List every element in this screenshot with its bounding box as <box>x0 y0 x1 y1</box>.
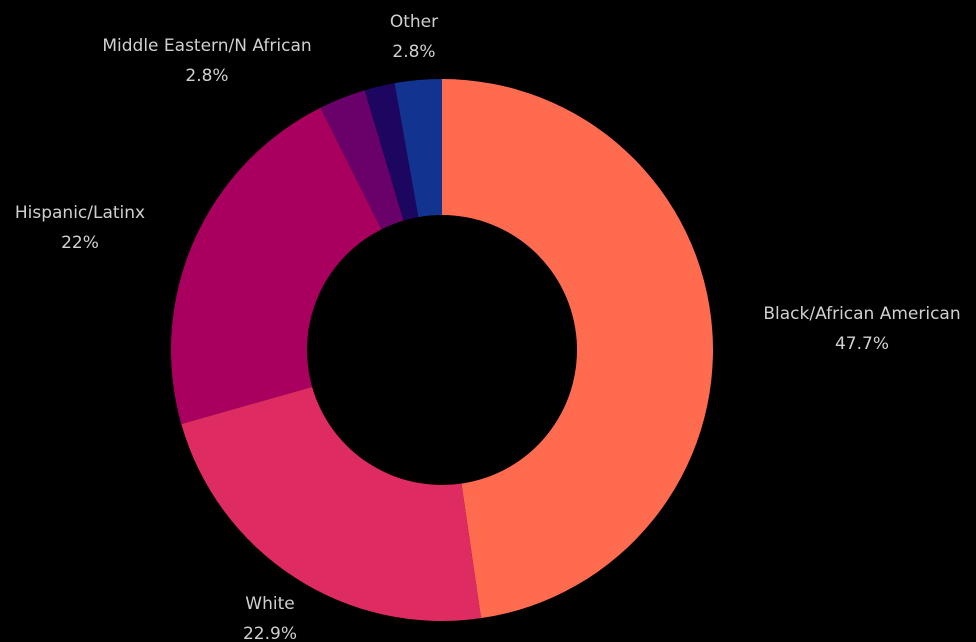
value-label: 22% <box>61 233 99 253</box>
segment-label: Black/African American <box>763 304 960 324</box>
donut-segment <box>320 90 404 230</box>
value-label: 2.8% <box>392 42 435 62</box>
segment-label: White <box>245 594 294 614</box>
donut-segment <box>442 79 713 619</box>
donut-segment <box>364 83 419 221</box>
donut-segment <box>171 107 382 424</box>
value-label: 22.9% <box>243 624 297 642</box>
segment-label: Middle Eastern/N African <box>102 36 311 56</box>
donut-segment <box>181 386 482 621</box>
value-label: 2.8% <box>185 66 228 86</box>
donut-segment <box>394 79 442 218</box>
segment-label: Hispanic/Latinx <box>15 203 145 223</box>
segment-label: Other <box>390 12 438 32</box>
value-label: 47.7% <box>835 334 889 354</box>
